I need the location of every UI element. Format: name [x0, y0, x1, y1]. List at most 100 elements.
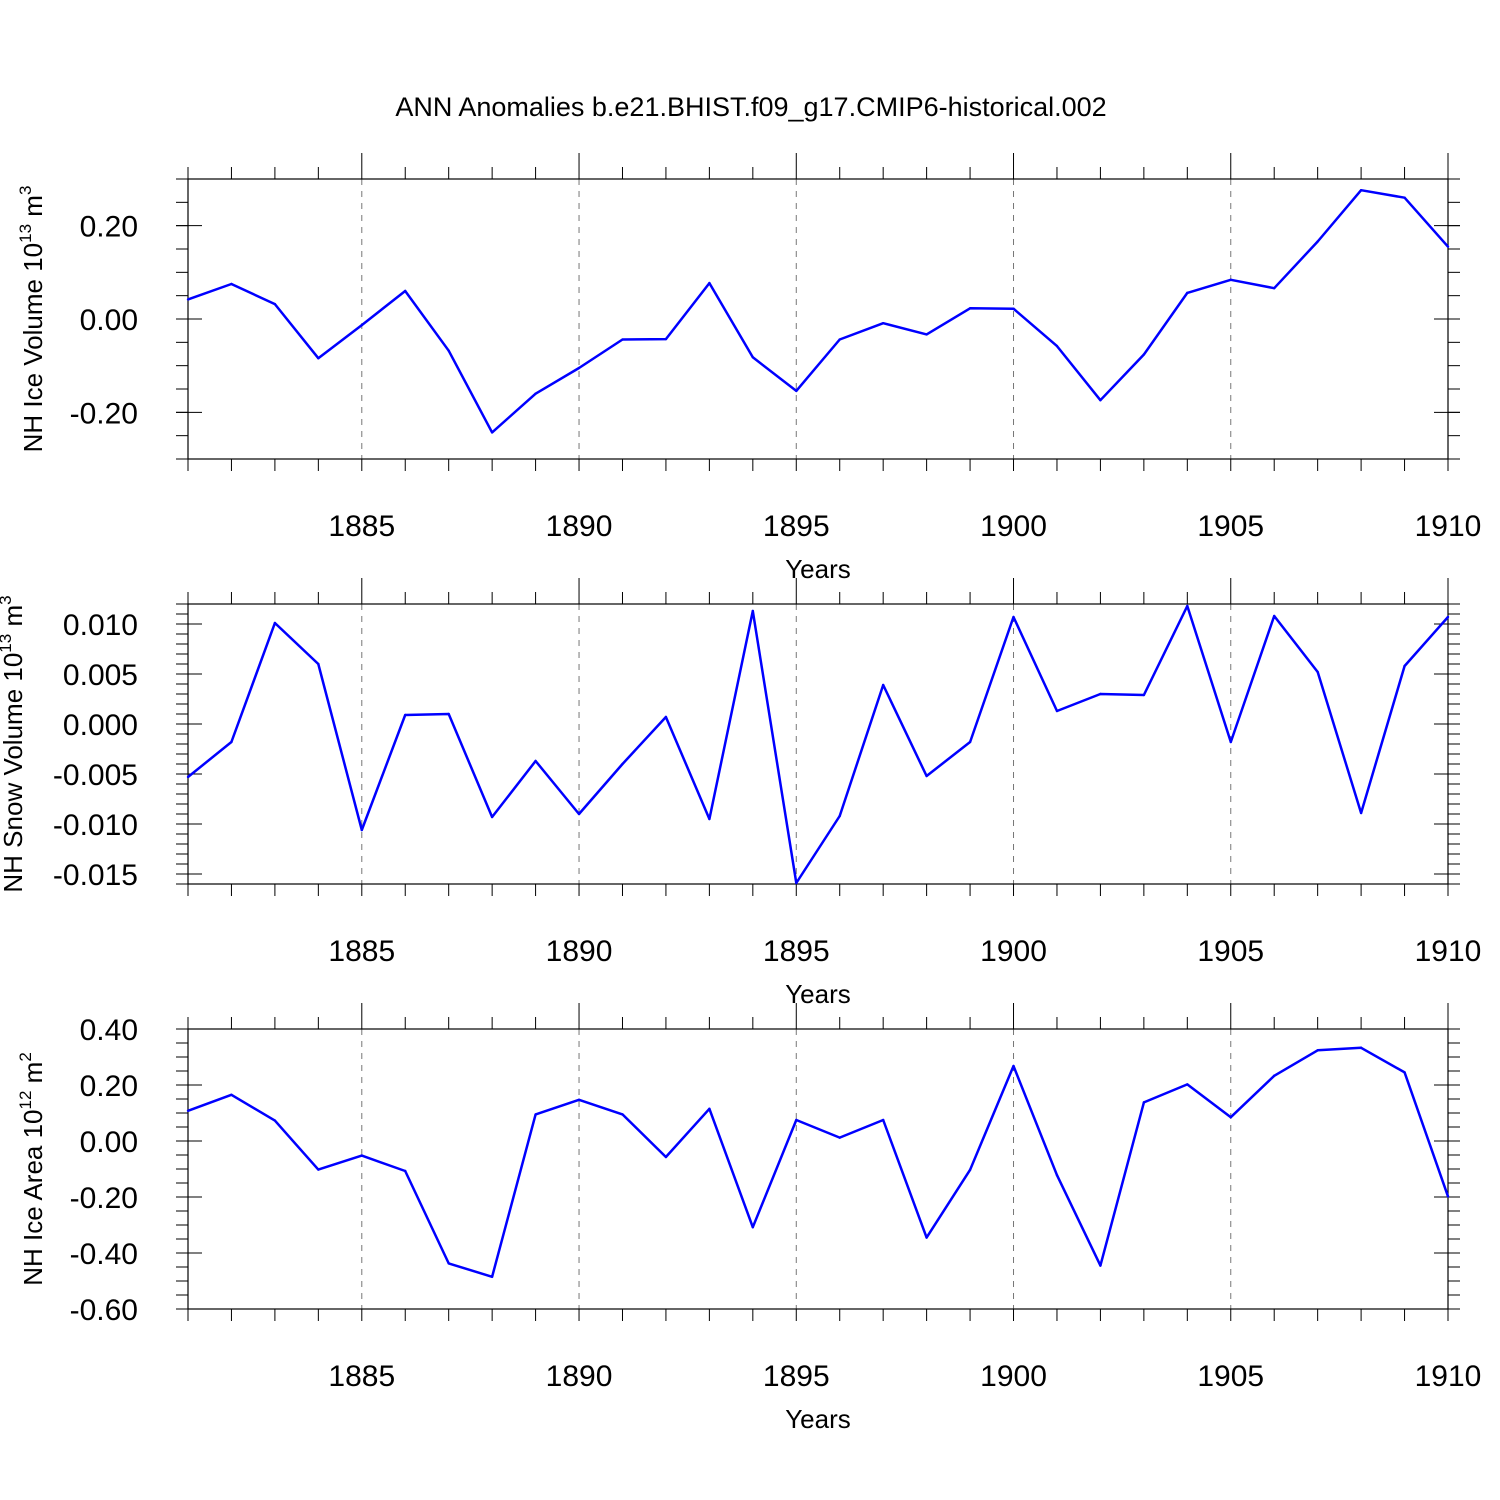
data-point: [360, 1154, 363, 1157]
y-axis-label: NH Ice Area 1012 m2: [16, 1052, 48, 1286]
data-point: [664, 1155, 668, 1159]
data-point: [273, 1119, 277, 1122]
data-point: [186, 298, 190, 301]
data-point: [360, 323, 363, 327]
y-axis-label-unit: m: [18, 195, 48, 224]
data-point: [968, 307, 972, 310]
data-point: [708, 817, 711, 821]
y-tick-label: 0.010: [63, 609, 138, 642]
data-point: [1012, 307, 1015, 310]
data-point: [838, 338, 841, 341]
data-point: [968, 740, 972, 744]
y-tick-label: 0.00: [80, 304, 138, 337]
data-point: [534, 1113, 537, 1116]
y-axis-label-text: NH Ice Area 10: [18, 1109, 48, 1285]
data-point: [1142, 693, 1146, 697]
x-tick-label: 1905: [1197, 510, 1264, 543]
data-point: [1446, 615, 1450, 619]
data-point: [1446, 1195, 1450, 1198]
x-tick-label: 1885: [328, 510, 395, 543]
x-axis-label: Years: [785, 979, 851, 1009]
data-point: [925, 774, 928, 778]
data-point: [230, 282, 233, 286]
data-point: [621, 1113, 624, 1116]
data-point: [317, 357, 320, 360]
x-tick-label: 1910: [1415, 935, 1482, 968]
y-tick-label: 0.005: [63, 659, 138, 692]
y-tick-label: -0.005: [53, 759, 138, 792]
y-axis-label-exponent: 12: [16, 1091, 35, 1110]
data-point: [360, 828, 363, 832]
data-point: [230, 1093, 233, 1097]
y-axis-label-unit: m: [18, 1062, 48, 1091]
y-axis-label-text: NH Snow Volume 10: [0, 653, 28, 893]
x-tick-label: 1885: [328, 1360, 395, 1393]
x-tick-label: 1885: [328, 935, 395, 968]
data-point: [1099, 692, 1102, 696]
series-line: [187, 188, 1449, 434]
data-point: [1142, 1101, 1146, 1104]
y-axis-label-unit-exponent: 2: [16, 1052, 35, 1061]
data-point: [1186, 291, 1189, 295]
data-point: [1099, 1264, 1102, 1267]
data-point: [1099, 399, 1102, 402]
data-point: [838, 1136, 841, 1139]
plot-frame: [187, 178, 1449, 460]
data-point: [404, 713, 407, 717]
data-point: [621, 338, 624, 341]
data-point: [1055, 1173, 1059, 1177]
data-point: [1359, 189, 1363, 192]
data-point: [1403, 196, 1406, 199]
panel-1: -0.20 0.00 0.20 1885 1890 1895 1900 1905 1910 Yea…: [16, 153, 1481, 584]
data-point: [186, 775, 190, 779]
data-point: [577, 812, 581, 816]
data-point: [621, 762, 624, 766]
data-point: [925, 1236, 928, 1239]
y-axis-label-unit-exponent: 3: [0, 595, 15, 604]
data-point: [925, 333, 928, 336]
data-point: [1229, 1116, 1232, 1119]
data-point: [490, 815, 494, 819]
x-axis-label: Years: [785, 554, 851, 584]
data-point: [1186, 604, 1189, 608]
y-axis-label-unit: m: [0, 605, 28, 634]
x-tick-label: 1905: [1197, 1360, 1264, 1393]
data-point: [751, 609, 755, 613]
data-point: [1055, 344, 1059, 348]
data-point: [664, 715, 668, 719]
data-point: [447, 712, 450, 716]
data-point: [577, 1098, 581, 1102]
data-point: [1273, 1074, 1276, 1077]
data-point: [838, 814, 841, 818]
data-point: [881, 683, 885, 687]
data-point: [317, 662, 320, 666]
y-axis-label: NH Snow Volume 1013 m3: [0, 595, 28, 892]
x-tick-label: 1910: [1415, 510, 1482, 543]
data-point: [795, 389, 798, 393]
x-tick-label: 1890: [546, 510, 613, 543]
x-tick-label: 1895: [763, 1360, 830, 1393]
data-point: [708, 281, 711, 285]
y-tick-label: -0.015: [53, 859, 138, 892]
data-point: [664, 337, 668, 341]
data-point: [1273, 614, 1276, 618]
panel-2: -0.015 -0.010 -0.005 0.000 0.005 0.010 1885 189…: [0, 578, 1481, 1009]
data-point: [1403, 664, 1406, 668]
y-tick-label: 0.20: [80, 211, 138, 244]
data-point: [1316, 670, 1319, 674]
y-tick-label: -0.20: [70, 1182, 138, 1215]
data-point: [708, 1107, 711, 1111]
data-point: [968, 1168, 972, 1172]
data-point: [273, 302, 277, 306]
data-point: [1403, 1071, 1406, 1074]
x-tick-label: 1900: [980, 935, 1047, 968]
x-tick-label: 1905: [1197, 935, 1264, 968]
data-point: [1186, 1083, 1189, 1086]
data-point: [1055, 709, 1059, 713]
x-tick-label: 1890: [546, 1360, 613, 1393]
data-point: [273, 621, 277, 625]
data-point: [751, 1226, 755, 1229]
data-point: [534, 759, 537, 763]
data-point: [447, 349, 450, 352]
